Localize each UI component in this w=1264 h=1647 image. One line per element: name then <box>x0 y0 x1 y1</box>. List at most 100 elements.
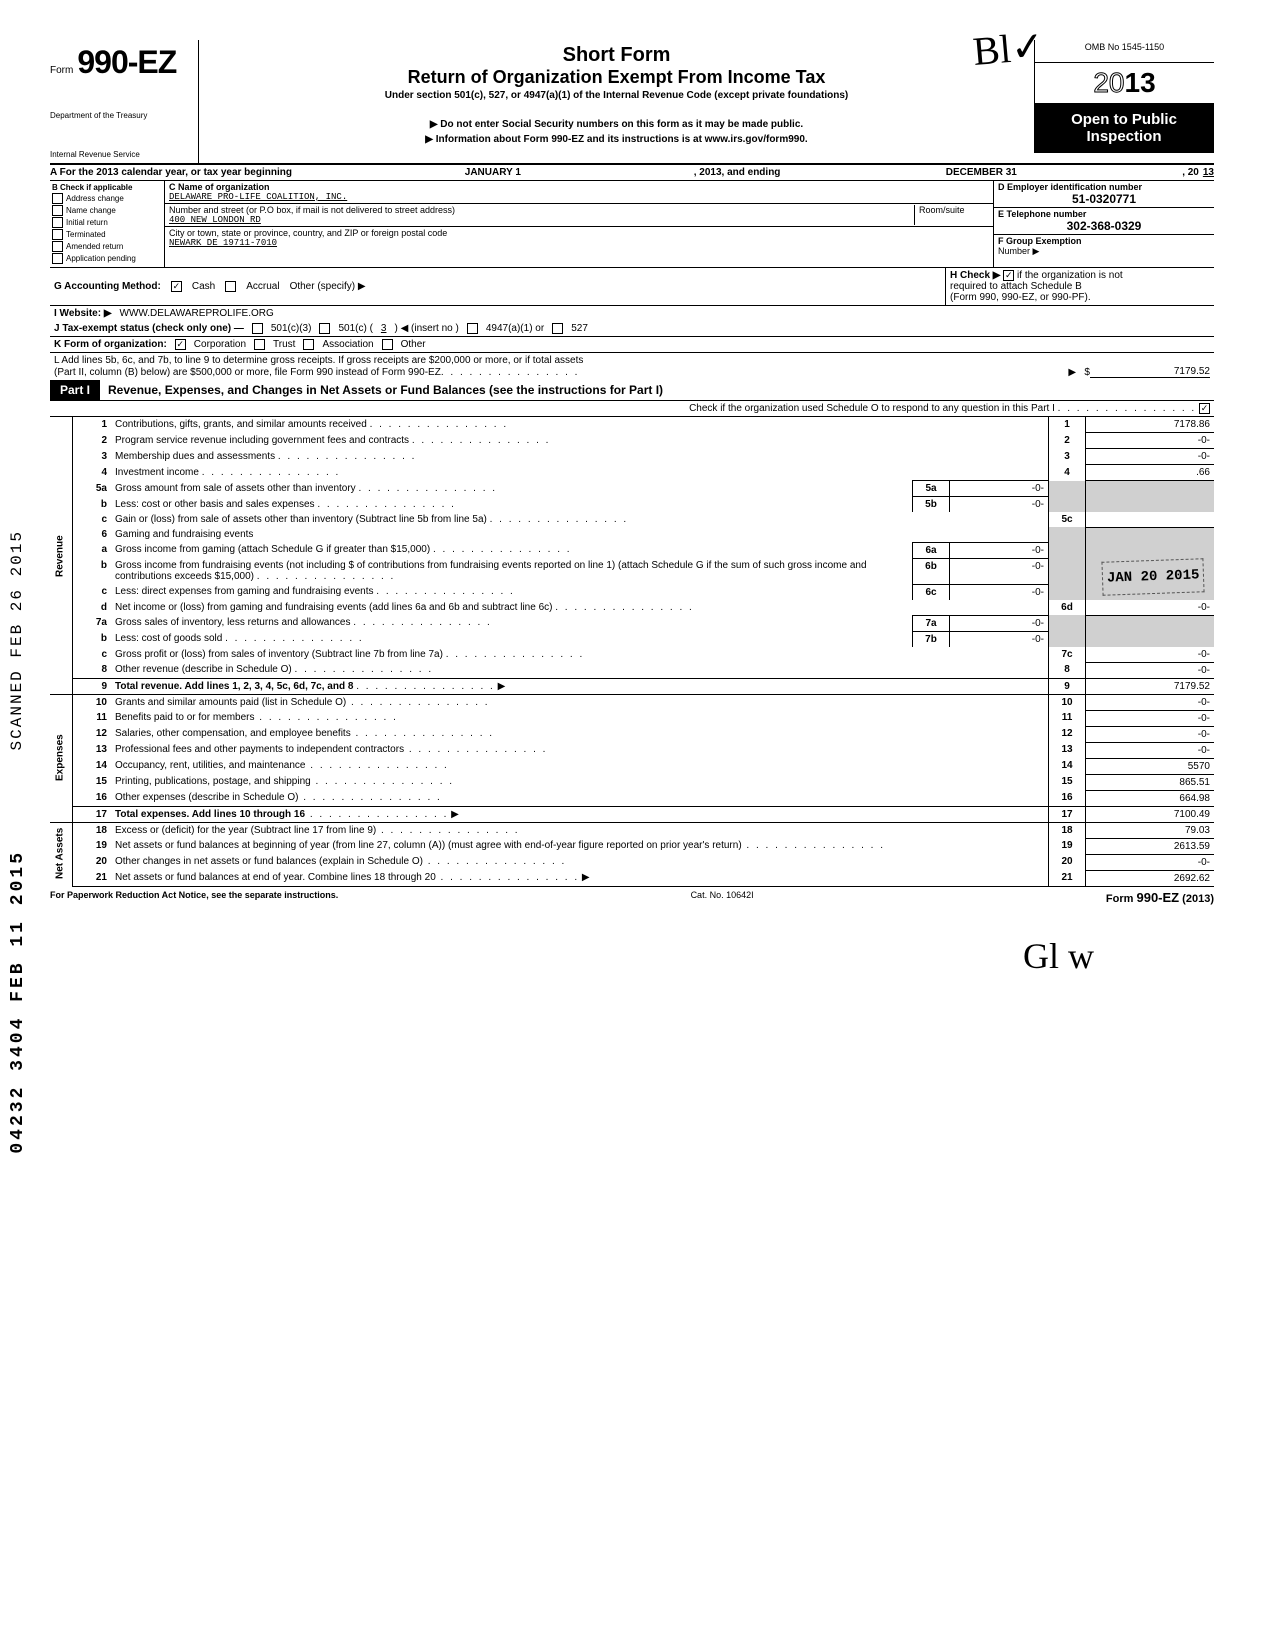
form-center-column: Short Form Return of Organization Exempt… <box>199 40 1034 163</box>
check-label: Name change <box>66 206 116 215</box>
result-num-grey <box>1049 497 1086 513</box>
line-num: 15 <box>73 774 112 790</box>
trust-checkbox[interactable] <box>254 339 265 350</box>
schedule-o-checkbox[interactable] <box>1199 403 1210 414</box>
result-val: -0- <box>1086 726 1215 742</box>
check-label: Terminated <box>66 230 106 239</box>
website-label: I Website: ▶ <box>54 308 112 319</box>
line-num: b <box>73 631 112 647</box>
line-desc: Less: direct expenses from gaming and fu… <box>111 584 913 600</box>
result-num-grey <box>1049 481 1086 497</box>
side-label: Net Assets <box>50 822 73 886</box>
line-desc: Professional fees and other payments to … <box>111 742 913 758</box>
omb-number: OMB No 1545-1150 <box>1034 40 1214 63</box>
other-org-checkbox[interactable] <box>382 339 393 350</box>
line-desc: Less: cost or other basis and sales expe… <box>111 497 913 513</box>
result-val: -0- <box>1086 694 1215 710</box>
inline-box-val: -0- <box>950 497 1049 513</box>
4947-checkbox[interactable] <box>467 323 478 334</box>
line-num: b <box>73 497 112 513</box>
other-org-label: Other <box>401 339 426 350</box>
line-num: c <box>73 584 112 600</box>
part-1-label: Part I <box>50 380 100 400</box>
website-value: WWW.DELAWAREPROLIFE.ORG <box>120 308 274 319</box>
dept-irs: Internal Revenue Service <box>50 150 190 159</box>
row-l-text1: L Add lines 5b, 6c, and 7b, to line 9 to… <box>54 355 1210 366</box>
line-desc: Gross amount from sale of assets other t… <box>111 481 913 497</box>
corporation-checkbox[interactable] <box>175 339 186 350</box>
527-checkbox[interactable] <box>552 323 563 334</box>
line-num: 6 <box>73 527 112 542</box>
page-footer: For Paperwork Reduction Act Notice, see … <box>50 887 1214 905</box>
section-bcd: B Check if applicable Address changeName… <box>50 181 1214 268</box>
accrual-checkbox[interactable] <box>225 281 236 292</box>
schedule-o-check-row: Check if the organization used Schedule … <box>50 401 1214 417</box>
501c-checkbox[interactable] <box>319 323 330 334</box>
501c3-checkbox[interactable] <box>252 323 263 334</box>
line-desc: Salaries, other compensation, and employ… <box>111 726 913 742</box>
line-desc: Net income or (loss) from gaming and fun… <box>111 600 913 616</box>
side-label: Expenses <box>50 694 73 822</box>
check-address-change[interactable] <box>52 193 63 204</box>
line-desc: Other expenses (describe in Schedule O) <box>111 790 913 806</box>
group-exemption-number-label: Number ▶ <box>998 246 1210 257</box>
line-desc: Total expenses. Add lines 10 through 16 … <box>111 806 913 822</box>
year-prefix: 20 <box>1093 67 1124 98</box>
result-num: 21 <box>1049 870 1086 886</box>
under-section-text: Under section 501(c), 527, or 4947(a)(1)… <box>207 90 1026 101</box>
result-num: 11 <box>1049 710 1086 726</box>
part-1-title: Revenue, Expenses, and Changes in Net As… <box>108 383 663 397</box>
check-name-change[interactable] <box>52 205 63 216</box>
result-val-grey <box>1086 631 1215 647</box>
row-a-label: A For the 2013 calendar year, or tax yea… <box>50 167 292 178</box>
form-prefix-label: Form <box>50 65 73 76</box>
inline-box-num: 6c <box>913 584 950 600</box>
check-amended-return[interactable] <box>52 241 63 252</box>
schedule-b-checkbox[interactable] <box>1003 270 1014 281</box>
form-left-column: Form 990-EZ Department of the Treasury I… <box>50 40 199 163</box>
inline-box-num: 6b <box>913 558 950 584</box>
ein-value: 51-0320771 <box>998 192 1210 206</box>
part-1-header: Part I Revenue, Expenses, and Changes in… <box>50 380 1214 401</box>
check-label: Initial return <box>66 218 108 227</box>
501c-insert-num: 3 <box>381 323 387 334</box>
city-value: NEWARK DE 19711-7010 <box>169 238 989 248</box>
form-right-column: OMB No 1545-1150 2013 Open to Public Ins… <box>1034 40 1214 163</box>
cash-label: Cash <box>192 281 215 292</box>
street-value: 400 NEW LONDON RD <box>169 215 914 225</box>
line-num: 14 <box>73 758 112 774</box>
cash-checkbox[interactable] <box>171 281 182 292</box>
result-val: 7178.86 <box>1086 417 1215 433</box>
tel-label: E Telephone number <box>998 209 1210 219</box>
line-desc: Net assets or fund balances at end of ye… <box>111 870 913 886</box>
result-val: 664.98 <box>1086 790 1215 806</box>
line-desc: Program service revenue including govern… <box>111 433 913 449</box>
row-a-end-date: DECEMBER 31 <box>780 167 1182 178</box>
line-num: c <box>73 647 112 663</box>
result-val: -0- <box>1086 600 1215 616</box>
footer-right: Form 990-EZ (2013) <box>1106 890 1214 905</box>
footer-center: Cat. No. 10642I <box>691 890 754 905</box>
line-desc: Benefits paid to or for members <box>111 710 913 726</box>
line-num: 21 <box>73 870 112 886</box>
check-terminated[interactable] <box>52 229 63 240</box>
line-num: 8 <box>73 662 112 678</box>
row-a-mid: , 2013, and ending <box>694 167 781 178</box>
signature-bottom: Gl w <box>50 935 1214 977</box>
result-num: 10 <box>1049 694 1086 710</box>
room-suite-label: Room/suite <box>914 205 989 225</box>
check-application-pending[interactable] <box>52 253 63 264</box>
row-i-website: I Website: ▶ WWW.DELAWAREPROLIFE.ORG <box>50 306 1214 321</box>
association-checkbox[interactable] <box>303 339 314 350</box>
result-val: 79.03 <box>1086 822 1215 838</box>
accounting-method-label: G Accounting Method: <box>54 281 161 292</box>
line-desc: Contributions, gifts, grants, and simila… <box>111 417 913 433</box>
info-about-text: Information about Form 990-EZ and its in… <box>207 134 1026 145</box>
scanned-stamp: SCANNED FEB 26 2015 <box>8 530 26 750</box>
line-desc: Excess or (deficit) for the year (Subtra… <box>111 822 913 838</box>
result-num: 9 <box>1049 678 1086 694</box>
line-num: b <box>73 558 112 584</box>
check-initial-return[interactable] <box>52 217 63 228</box>
trust-label: Trust <box>273 339 295 350</box>
open-to-public: Open to Public Inspection <box>1034 103 1214 153</box>
